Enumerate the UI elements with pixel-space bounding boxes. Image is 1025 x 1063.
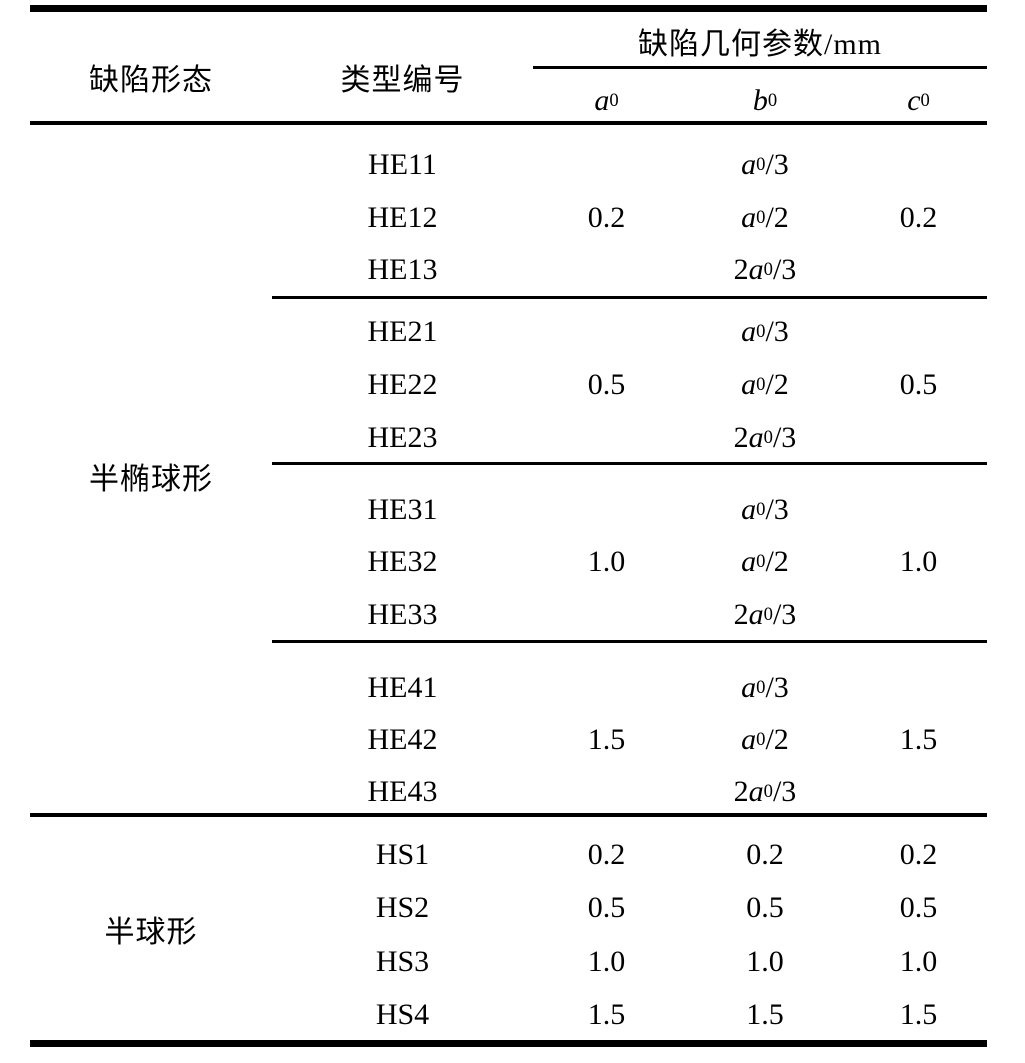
cell-c0 xyxy=(850,589,987,641)
group-separator-3 xyxy=(272,640,987,643)
cell-c0 xyxy=(850,306,987,358)
cell-c0 xyxy=(850,766,987,818)
cell-a0: 1.5 xyxy=(587,723,626,756)
table-row: HS1 0.2 0.2 0.2 xyxy=(30,829,987,881)
cell-b0: a 0/3 xyxy=(741,671,789,704)
cell-b0: 2 a 0/3 xyxy=(733,598,797,631)
cell-b0: 0.2 xyxy=(746,838,784,871)
group-separator-2 xyxy=(272,462,987,465)
cell-c0 xyxy=(850,662,987,714)
cell-type: HE32 xyxy=(367,545,438,578)
cell-b0: 2 a 0/3 xyxy=(733,421,797,454)
cell-a0 xyxy=(533,306,680,358)
cell-c0 xyxy=(850,484,987,536)
cell-type: HE12 xyxy=(367,201,438,234)
section-separator xyxy=(30,813,987,817)
cell-b0: 1.0 xyxy=(746,945,784,978)
cell-c0: 0.5 xyxy=(899,891,938,924)
table-bottom-border xyxy=(30,1040,987,1047)
cell-b0: 2 a 0/3 xyxy=(733,253,797,286)
cell-type: HE22 xyxy=(367,368,438,401)
cell-c0: 1.0 xyxy=(899,945,938,978)
cell-a0 xyxy=(533,484,680,536)
cell-type: HE33 xyxy=(367,598,438,631)
cell-b0: a 0/3 xyxy=(741,315,789,348)
cell-a0: 1.0 xyxy=(587,545,626,578)
table-row: HE13 2 a 0/3 xyxy=(30,244,987,296)
header-bottom-rule xyxy=(30,121,987,125)
cell-a0 xyxy=(533,139,680,191)
cell-c0: 0.2 xyxy=(899,838,938,871)
table-row: HE43 2 a 0/3 xyxy=(30,766,987,818)
header-defect-shape: 缺陷形态 xyxy=(89,64,213,97)
cell-type: HE31 xyxy=(367,493,438,526)
cell-b0: a 0/2 xyxy=(741,201,789,234)
cell-c0 xyxy=(850,139,987,191)
cell-type: HE23 xyxy=(367,421,438,454)
cell-type: HS1 xyxy=(375,838,430,871)
table-row: HE41 a 0/3 xyxy=(30,662,987,714)
table-row: HS3 1.0 1.0 1.0 xyxy=(30,936,987,988)
cell-b0: 1.5 xyxy=(746,998,784,1031)
group-separator-1 xyxy=(272,296,987,299)
cell-type: HE41 xyxy=(367,671,438,704)
cell-a0 xyxy=(533,589,680,641)
table-top-border xyxy=(30,5,987,12)
table-row: HE21 a 0/3 xyxy=(30,306,987,358)
cell-type: HS3 xyxy=(375,945,430,978)
cell-b0: 0.5 xyxy=(746,891,784,924)
table-row: HE33 2 a 0/3 xyxy=(30,589,987,641)
cell-b0: a 0/2 xyxy=(741,368,789,401)
table-row: HE31 a 0/3 xyxy=(30,484,987,536)
table-row: HS2 0.5 0.5 0.5 xyxy=(30,882,987,934)
cell-c0: 1.5 xyxy=(899,723,938,756)
cell-a0 xyxy=(533,412,680,464)
table-row: HE12 0.2 a 0/2 0.2 xyxy=(30,192,987,244)
cell-type: HS2 xyxy=(375,891,430,924)
cell-type: HE21 xyxy=(367,315,438,348)
cell-b0: a 0/3 xyxy=(741,493,789,526)
cell-type: HE42 xyxy=(367,723,438,756)
cell-type: HE11 xyxy=(368,148,437,181)
params-group-underline xyxy=(533,66,987,69)
cell-c0 xyxy=(850,412,987,464)
cell-b0: a 0/3 xyxy=(741,148,789,181)
cell-a0: 1.0 xyxy=(587,945,626,978)
header-type-number: 类型编号 xyxy=(340,64,465,97)
cell-a0 xyxy=(533,766,680,818)
cell-a0: 0.5 xyxy=(587,368,626,401)
cell-a0: 0.2 xyxy=(587,838,626,871)
cell-b0: 2 a 0/3 xyxy=(733,775,797,808)
cell-a0: 1.5 xyxy=(587,998,626,1031)
cell-type: HE13 xyxy=(367,253,438,286)
cell-a0: 0.2 xyxy=(587,201,626,234)
table-row: HE32 1.0 a 0/2 1.0 xyxy=(30,536,987,588)
group-label-semi-ellipsoid: 半椭球形 xyxy=(89,463,213,496)
header-geometry-params: 缺陷几何参数/mm xyxy=(637,28,882,61)
cell-b0: a 0/2 xyxy=(741,545,789,578)
cell-c0: 0.5 xyxy=(899,368,938,401)
cell-c0: 1.0 xyxy=(899,545,938,578)
cell-type: HS4 xyxy=(375,998,430,1031)
cell-a0 xyxy=(533,662,680,714)
cell-a0 xyxy=(533,244,680,296)
cell-type: HE43 xyxy=(367,775,438,808)
table-row: HE22 0.5 a 0/2 0.5 xyxy=(30,359,987,411)
table-row: HE23 2 a 0/3 xyxy=(30,412,987,464)
cell-c0: 1.5 xyxy=(899,998,938,1031)
table-row: HS4 1.5 1.5 1.5 xyxy=(30,989,987,1041)
cell-a0: 0.5 xyxy=(587,891,626,924)
table-row: HE11 a 0/3 xyxy=(30,139,987,191)
group-label-hemisphere: 半球形 xyxy=(104,916,198,949)
cell-c0 xyxy=(850,244,987,296)
cell-c0: 0.2 xyxy=(899,201,938,234)
